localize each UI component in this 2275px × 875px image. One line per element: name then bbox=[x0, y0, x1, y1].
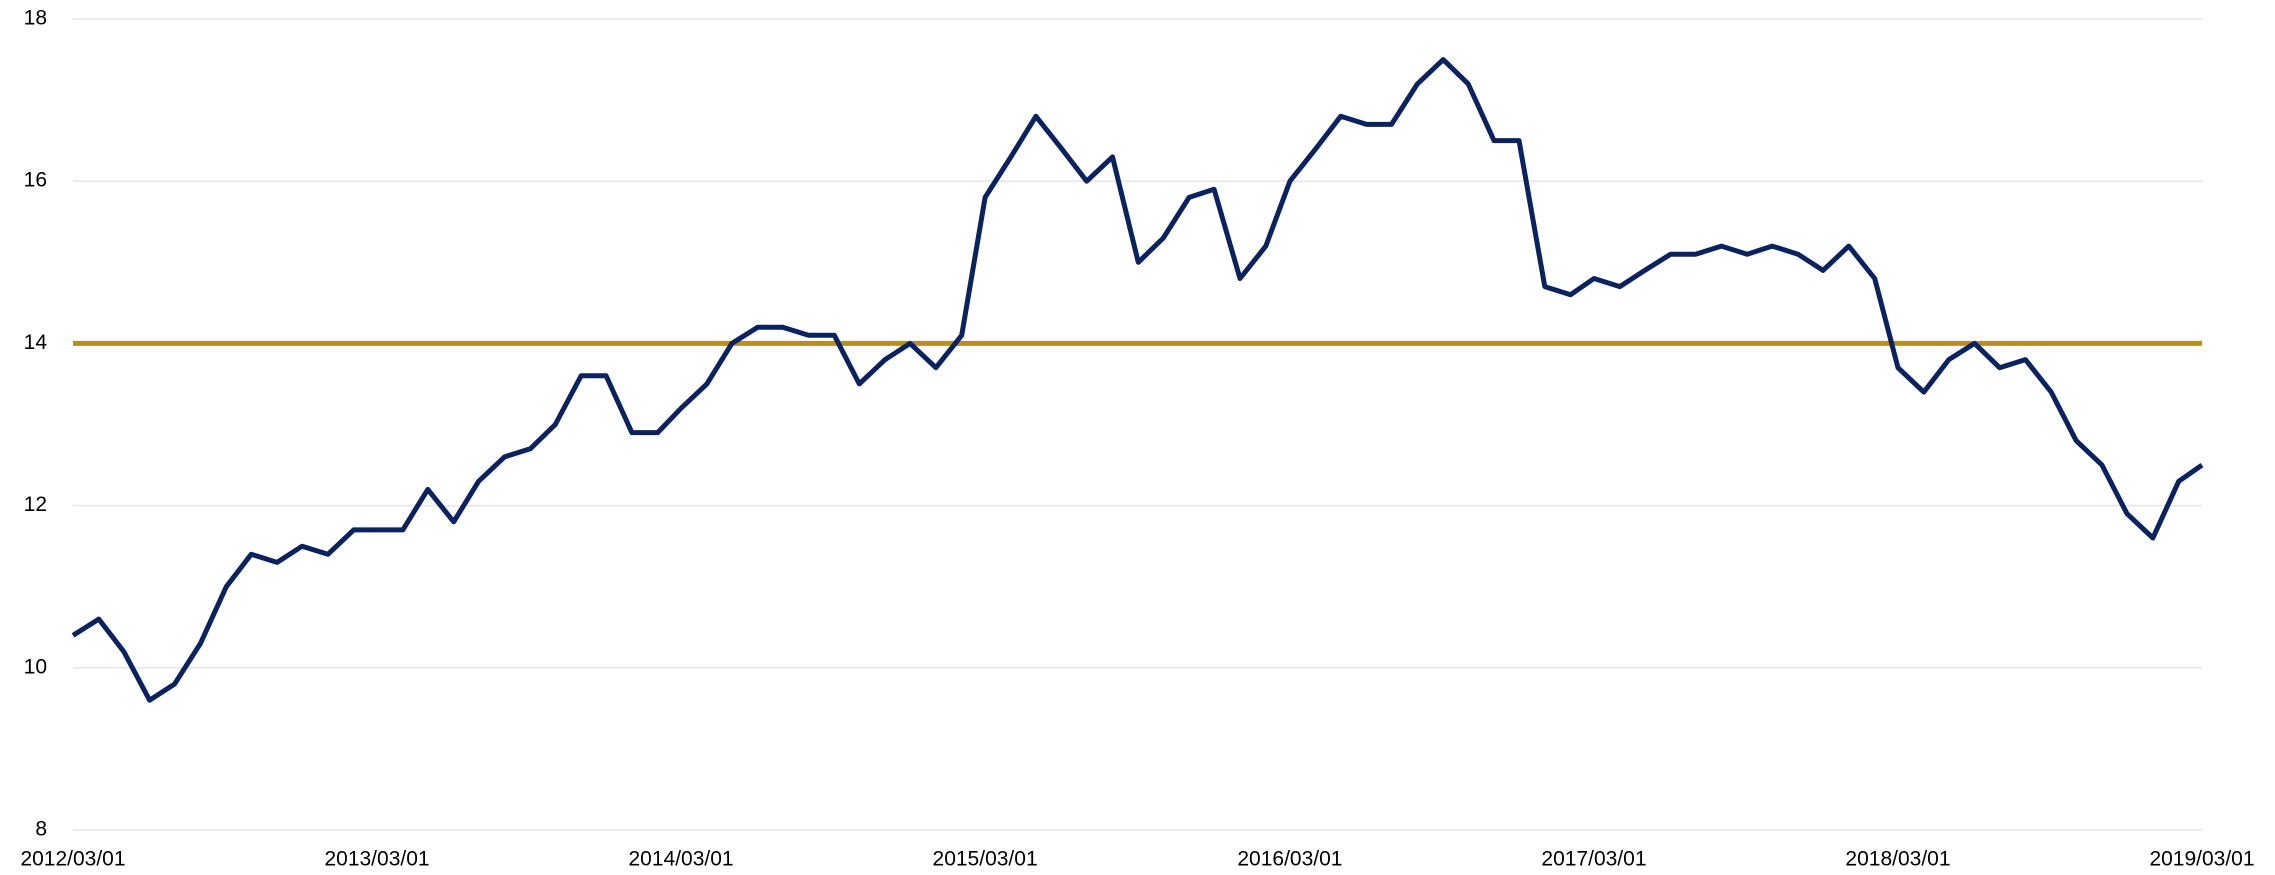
x-tick-label: 2018/03/01 bbox=[1845, 848, 1950, 870]
y-tick-label: 12 bbox=[24, 493, 47, 516]
y-tick-label: 18 bbox=[24, 7, 47, 30]
x-tick-label: 2017/03/01 bbox=[1541, 848, 1646, 870]
x-tick-label: 2014/03/01 bbox=[628, 848, 733, 870]
x-tick-label: 2019/03/01 bbox=[2149, 848, 2254, 870]
x-tick-label: 2015/03/01 bbox=[933, 848, 1038, 870]
y-tick-label: 8 bbox=[35, 818, 47, 841]
x-tick-label: 2016/03/01 bbox=[1237, 848, 1342, 870]
x-tick-label: 2012/03/01 bbox=[20, 848, 125, 870]
y-tick-label: 16 bbox=[24, 169, 47, 192]
y-tick-label: 14 bbox=[24, 331, 48, 354]
series-line bbox=[71, 57, 2204, 703]
x-tick-label: 2013/03/01 bbox=[324, 848, 429, 870]
y-tick-label: 10 bbox=[24, 655, 47, 678]
